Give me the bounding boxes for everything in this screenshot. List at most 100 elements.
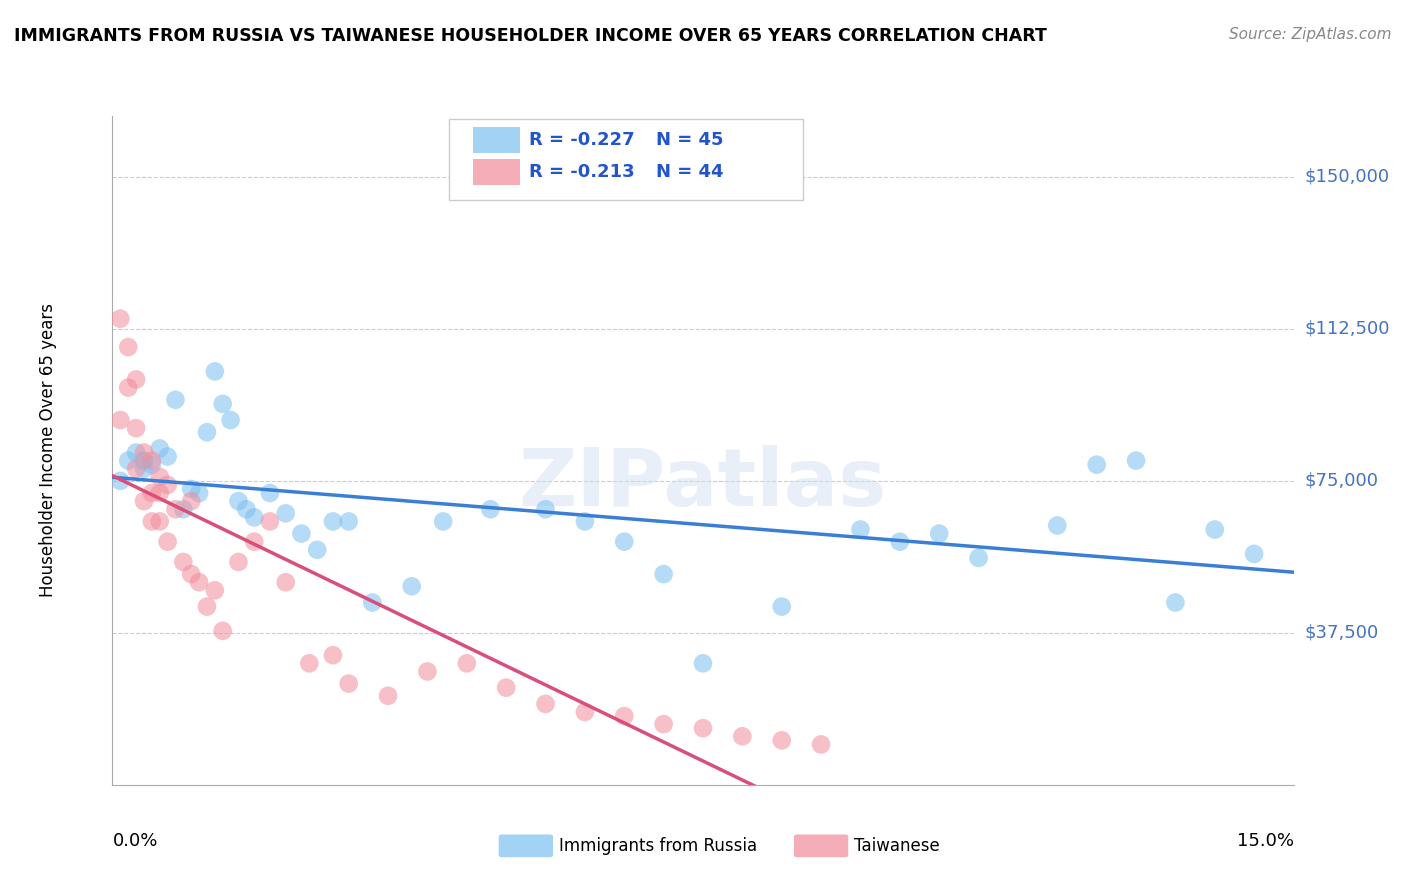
Point	[534, 697, 557, 711]
Point	[692, 657, 714, 671]
Point	[141, 458, 163, 472]
Point	[180, 482, 202, 496]
Point	[204, 364, 226, 378]
Point	[188, 575, 211, 590]
Text: Immigrants from Russia: Immigrants from Russia	[560, 837, 756, 855]
Point	[298, 657, 321, 671]
Point	[574, 515, 596, 529]
Text: Householder Income Over 65 years: Householder Income Over 65 years	[38, 303, 56, 598]
Point	[259, 515, 281, 529]
Point	[495, 681, 517, 695]
Point	[416, 665, 439, 679]
Point	[141, 453, 163, 467]
Point	[613, 534, 636, 549]
Point	[652, 567, 675, 582]
Text: R = -0.227: R = -0.227	[530, 131, 636, 149]
Point	[228, 555, 250, 569]
Point	[180, 494, 202, 508]
Point	[1085, 458, 1108, 472]
Text: $150,000: $150,000	[1305, 168, 1389, 186]
Text: $75,000: $75,000	[1305, 472, 1379, 490]
Point	[361, 595, 384, 609]
Point	[204, 583, 226, 598]
Point	[235, 502, 257, 516]
Point	[770, 733, 793, 747]
Point	[125, 461, 148, 475]
Text: $37,500: $37,500	[1305, 624, 1379, 642]
FancyBboxPatch shape	[794, 835, 848, 857]
Text: 15.0%: 15.0%	[1236, 831, 1294, 850]
Point	[401, 579, 423, 593]
Point	[534, 502, 557, 516]
Text: N = 45: N = 45	[655, 131, 723, 149]
Text: N = 44: N = 44	[655, 163, 723, 181]
Point	[195, 425, 218, 440]
Point	[613, 709, 636, 723]
Point	[377, 689, 399, 703]
Point	[432, 515, 454, 529]
Point	[141, 486, 163, 500]
Point	[290, 526, 312, 541]
Point	[967, 550, 990, 565]
Point	[125, 372, 148, 386]
Point	[1125, 453, 1147, 467]
Text: Source: ZipAtlas.com: Source: ZipAtlas.com	[1229, 27, 1392, 42]
Point	[132, 445, 155, 459]
Point	[243, 534, 266, 549]
Point	[928, 526, 950, 541]
Text: IMMIGRANTS FROM RUSSIA VS TAIWANESE HOUSEHOLDER INCOME OVER 65 YEARS CORRELATION: IMMIGRANTS FROM RUSSIA VS TAIWANESE HOUS…	[14, 27, 1047, 45]
Point	[889, 534, 911, 549]
Point	[228, 494, 250, 508]
Point	[117, 340, 139, 354]
Point	[307, 542, 329, 557]
Point	[274, 506, 297, 520]
Point	[125, 445, 148, 459]
Point	[149, 515, 172, 529]
Point	[110, 474, 132, 488]
Point	[156, 534, 179, 549]
Text: ZIPatlas: ZIPatlas	[519, 445, 887, 523]
Point	[141, 515, 163, 529]
Point	[810, 738, 832, 752]
Point	[149, 442, 172, 456]
FancyBboxPatch shape	[472, 160, 520, 185]
Point	[337, 676, 360, 690]
Point	[132, 461, 155, 475]
Point	[110, 413, 132, 427]
Text: Taiwanese: Taiwanese	[855, 837, 941, 855]
Point	[1243, 547, 1265, 561]
FancyBboxPatch shape	[449, 120, 803, 200]
Point	[110, 311, 132, 326]
Point	[1204, 523, 1226, 537]
Point	[132, 494, 155, 508]
Point	[770, 599, 793, 614]
Text: R = -0.213: R = -0.213	[530, 163, 636, 181]
Point	[849, 523, 872, 537]
Point	[172, 502, 194, 516]
Point	[132, 453, 155, 467]
Point	[574, 705, 596, 719]
Point	[172, 555, 194, 569]
Point	[188, 486, 211, 500]
Point	[274, 575, 297, 590]
Point	[219, 413, 242, 427]
Text: 0.0%: 0.0%	[112, 831, 157, 850]
Point	[211, 624, 233, 638]
Point	[149, 486, 172, 500]
Point	[165, 502, 187, 516]
Point	[165, 392, 187, 407]
Point	[259, 486, 281, 500]
Point	[322, 515, 344, 529]
Point	[156, 450, 179, 464]
Point	[211, 397, 233, 411]
Point	[479, 502, 502, 516]
Point	[1164, 595, 1187, 609]
Point	[337, 515, 360, 529]
Point	[125, 421, 148, 435]
Point	[1046, 518, 1069, 533]
FancyBboxPatch shape	[499, 835, 553, 857]
Point	[731, 729, 754, 743]
Point	[243, 510, 266, 524]
Point	[322, 648, 344, 663]
FancyBboxPatch shape	[472, 128, 520, 153]
